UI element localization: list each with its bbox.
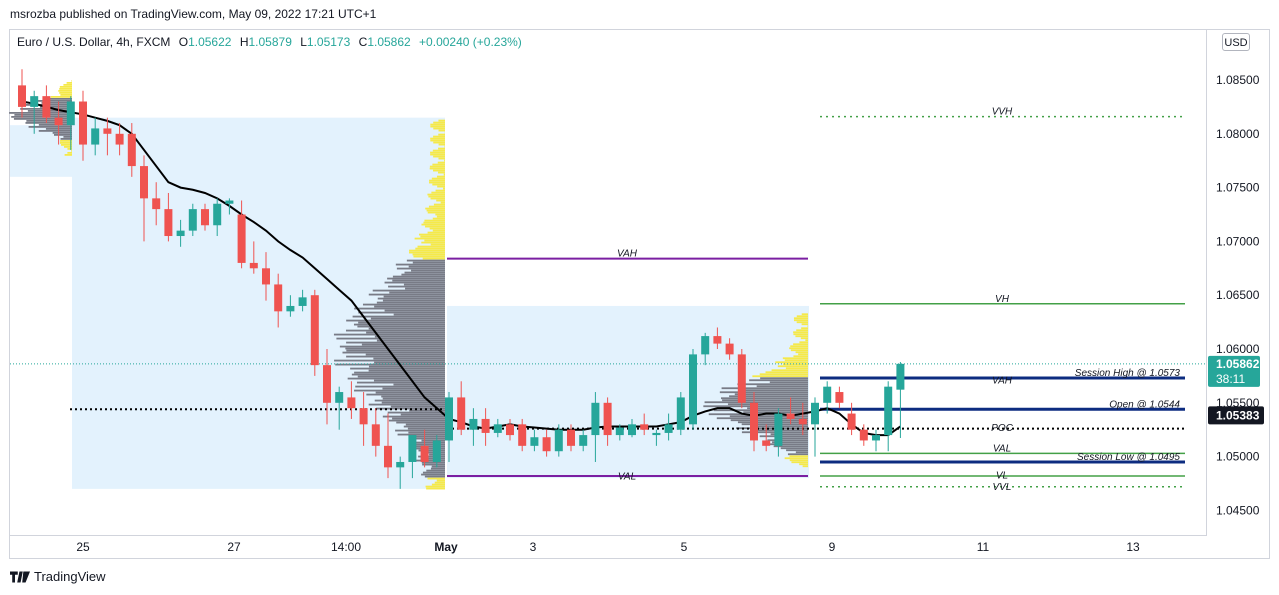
high-value: 1.05879 xyxy=(248,35,292,49)
symbol-legend: Euro / U.S. Dollar, 4h, FXCM O1.05622 H1… xyxy=(17,35,522,49)
tradingview-logo-icon xyxy=(10,570,30,583)
currency-button[interactable]: USD xyxy=(1222,33,1250,51)
chart-pane[interactable] xyxy=(9,29,1270,559)
close-value: 1.05862 xyxy=(367,35,411,49)
footer-text: TradingView xyxy=(34,569,106,584)
low-value: 1.05173 xyxy=(306,35,351,49)
symbol-name[interactable]: Euro / U.S. Dollar, 4h, FXCM xyxy=(17,35,171,49)
high-label: H xyxy=(239,35,249,49)
open-label: O xyxy=(178,35,189,49)
change-value: +0.00240 (+0.23%) xyxy=(419,35,522,49)
close-label: C xyxy=(358,35,368,49)
price-axis[interactable] xyxy=(1206,29,1271,536)
low-label: L xyxy=(300,35,307,49)
footer-brand[interactable]: TradingView xyxy=(10,569,106,584)
publish-caption: msrozba published on TradingView.com, Ma… xyxy=(10,7,377,21)
time-axis-divider xyxy=(9,535,1206,536)
open-value: 1.05622 xyxy=(188,35,232,49)
